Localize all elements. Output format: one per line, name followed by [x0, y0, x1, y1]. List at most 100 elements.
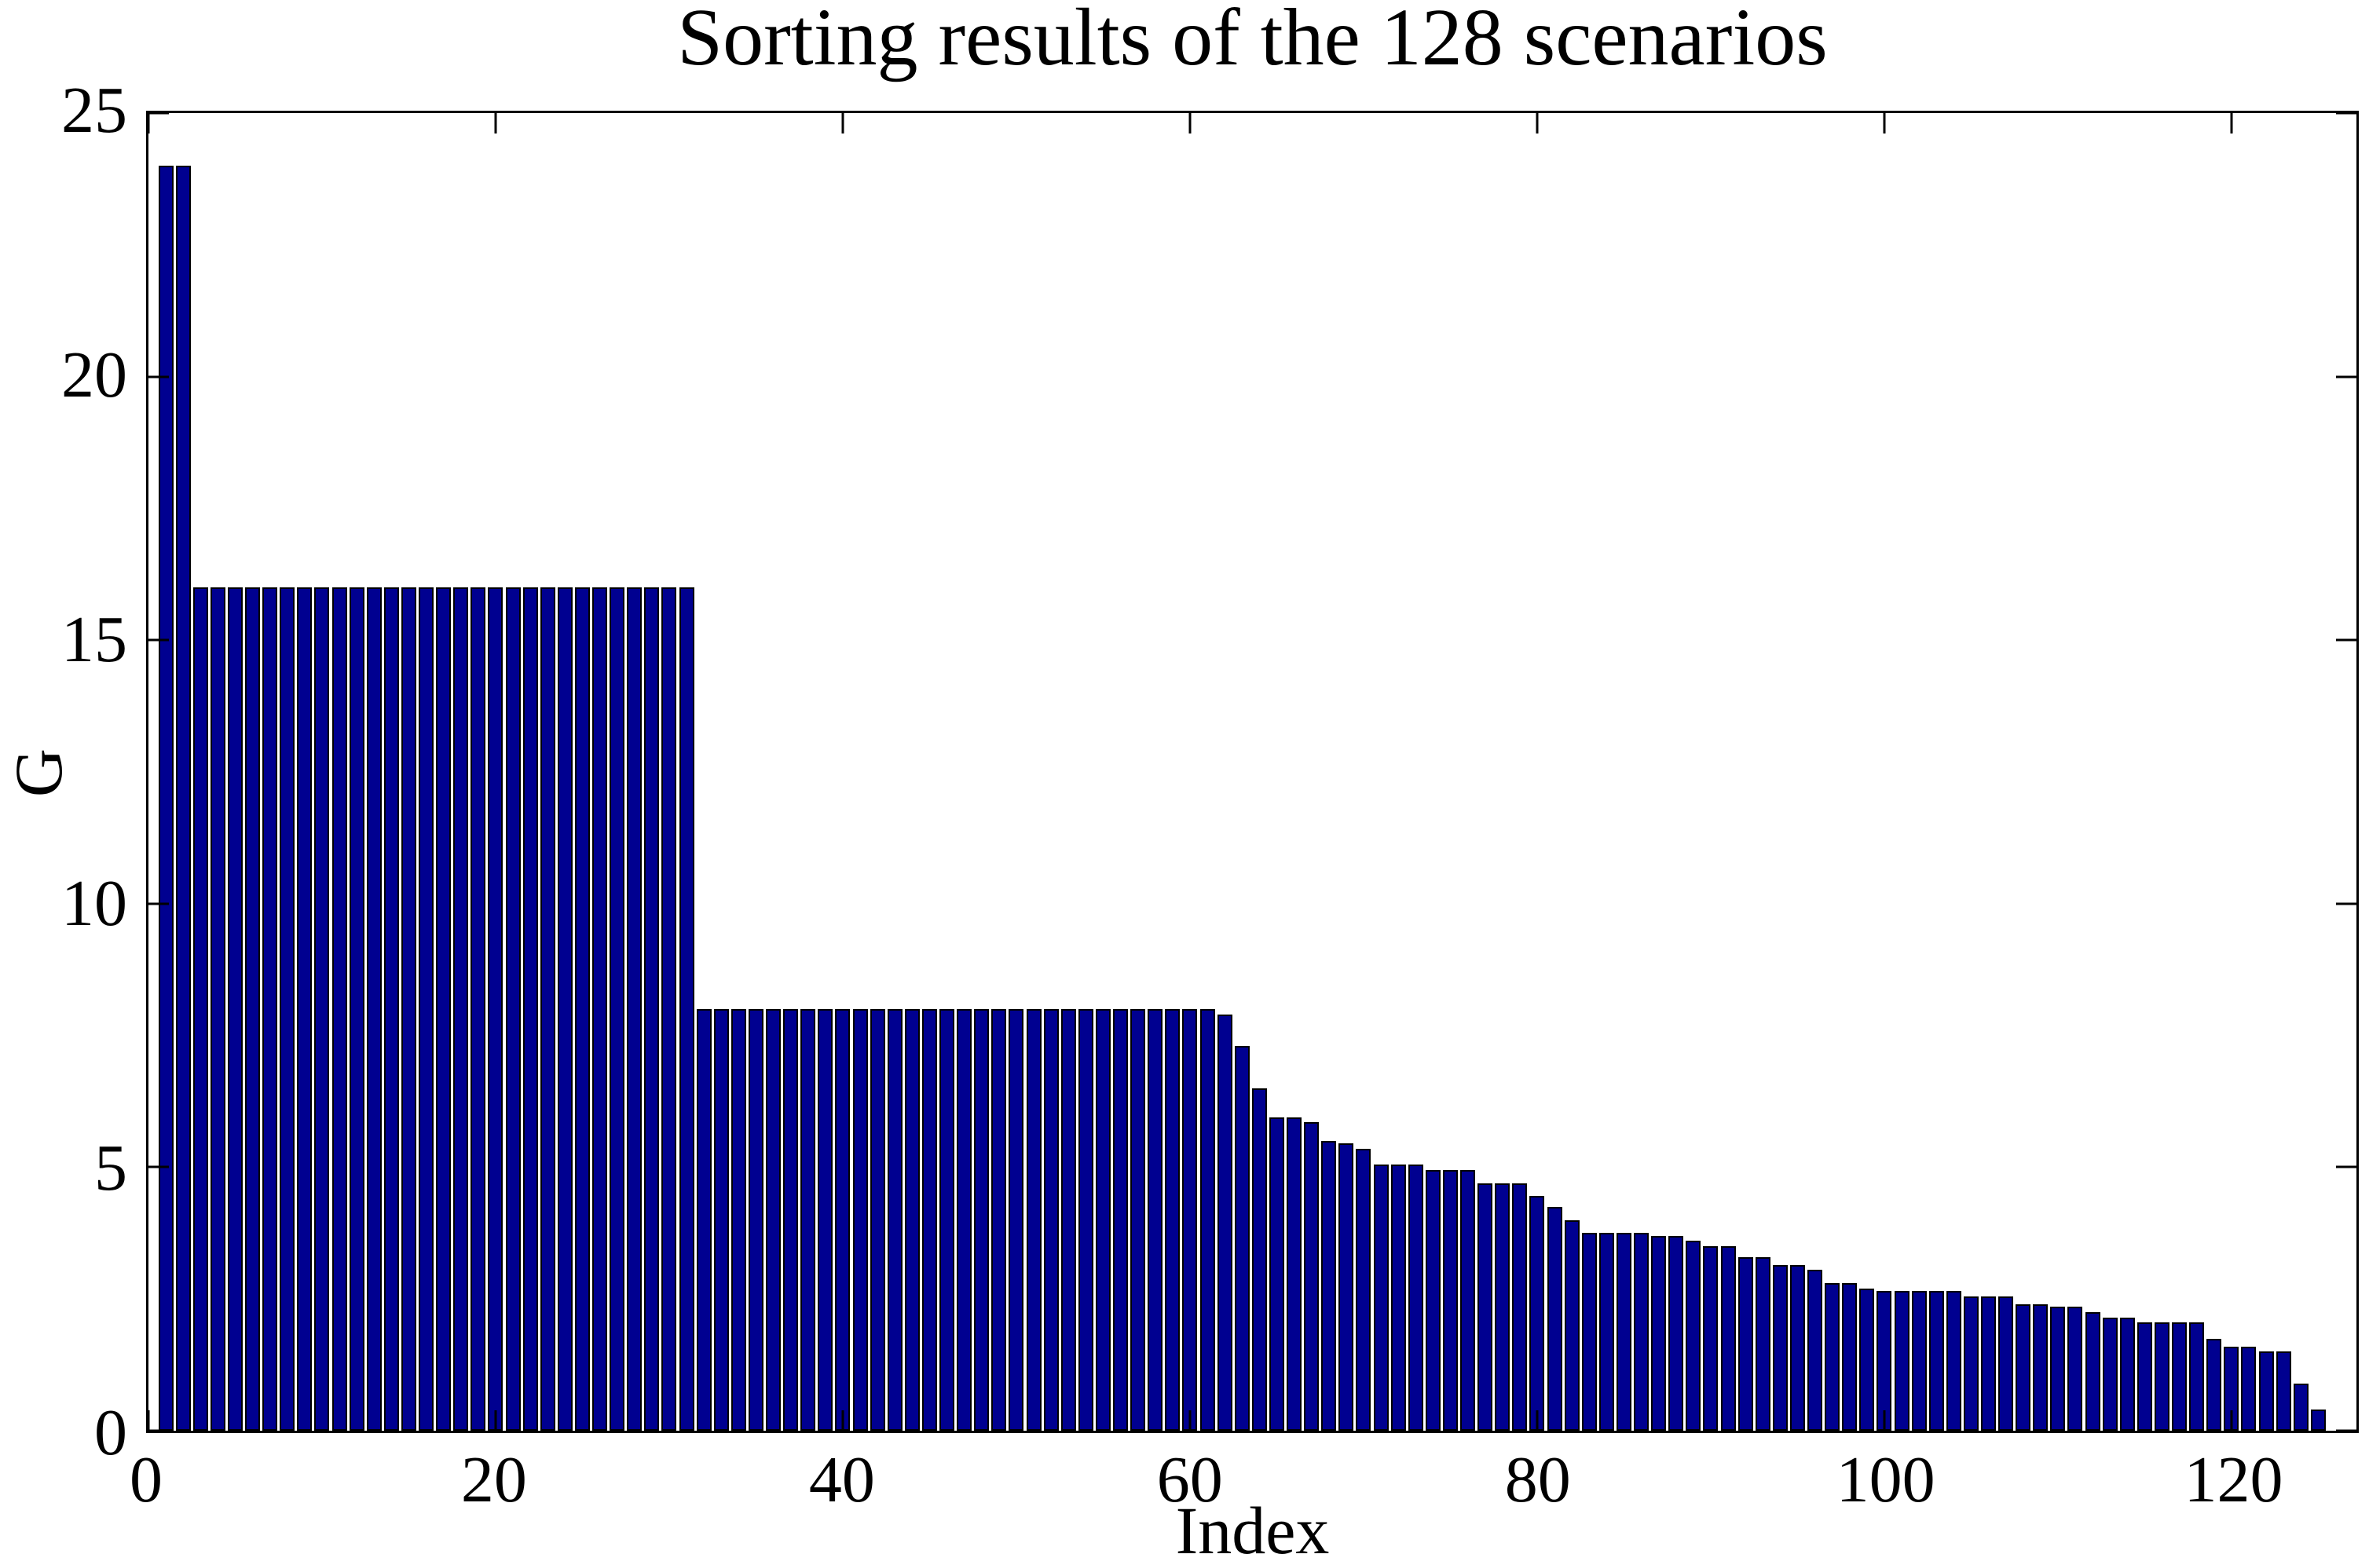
bar [557, 587, 573, 1431]
bar [1269, 1117, 1284, 1431]
bar [2258, 1351, 2274, 1431]
bar [1529, 1196, 1545, 1431]
bar [331, 587, 347, 1431]
bar [1755, 1256, 1770, 1431]
x-tick-label: 20 [460, 1443, 527, 1516]
bar [1304, 1122, 1320, 1431]
bar [1495, 1183, 1510, 1431]
bar [2293, 1383, 2309, 1431]
bar [1373, 1165, 1389, 1431]
bar [748, 1009, 763, 1431]
bar [1651, 1235, 1667, 1431]
bar [1460, 1169, 1476, 1431]
bar [1998, 1296, 2014, 1431]
bar [574, 587, 590, 1431]
bar [488, 587, 503, 1431]
bar [2310, 1410, 2326, 1431]
x-tick-bottom [2230, 1410, 2233, 1431]
bar [1130, 1009, 1146, 1431]
bar [1408, 1165, 1423, 1431]
bar [1842, 1283, 1858, 1431]
bar [1009, 1009, 1024, 1431]
y-tick-left [148, 375, 169, 378]
bar [1616, 1233, 1631, 1431]
bar [800, 1009, 816, 1431]
x-tick-bottom [494, 1410, 497, 1431]
y-tick-left [148, 638, 169, 642]
bar [1789, 1264, 1805, 1431]
bar [1148, 1009, 1163, 1431]
bar [2119, 1317, 2135, 1431]
bar [1165, 1009, 1181, 1431]
y-tick-left [148, 112, 169, 115]
bar [679, 587, 694, 1431]
bar [852, 1009, 868, 1431]
bar [1043, 1009, 1059, 1431]
bar [1477, 1183, 1493, 1431]
bar [297, 587, 313, 1431]
bar [1911, 1291, 1927, 1431]
bar [1581, 1233, 1597, 1431]
bar [471, 587, 486, 1431]
x-tick-top [1188, 113, 1192, 133]
y-axis-label: G [1, 748, 76, 798]
bar [887, 1009, 903, 1431]
x-tick-bottom [147, 1410, 150, 1431]
bar [627, 587, 643, 1431]
bar [1825, 1283, 1840, 1431]
bar [1980, 1296, 1996, 1431]
bar [383, 587, 399, 1431]
bar [1772, 1264, 1788, 1431]
bar [1512, 1183, 1528, 1431]
bar [974, 1009, 990, 1431]
x-tick-bottom [841, 1410, 844, 1431]
bar [1946, 1291, 1961, 1431]
bar [1199, 1009, 1215, 1431]
bar [1894, 1291, 1909, 1431]
y-tick-left [148, 902, 169, 905]
bar [1217, 1014, 1232, 1431]
bar [2137, 1322, 2152, 1431]
bar [1928, 1291, 1944, 1431]
bar [1807, 1270, 1822, 1431]
bar [419, 587, 434, 1431]
bar [2189, 1322, 2205, 1431]
bar [1251, 1088, 1267, 1431]
bar [1547, 1206, 1562, 1431]
bar [245, 587, 261, 1431]
x-tick-label: 80 [1504, 1443, 1571, 1516]
bar [870, 1009, 885, 1431]
bar [1686, 1241, 1701, 1431]
bar [2050, 1307, 2066, 1431]
bar [1737, 1256, 1753, 1431]
x-tick-label: 40 [808, 1443, 875, 1516]
x-tick-top [494, 113, 497, 133]
bar [1598, 1233, 1614, 1431]
bar [366, 587, 382, 1431]
bar [1668, 1235, 1684, 1431]
y-tick-right [2336, 112, 2356, 115]
bar [610, 587, 625, 1431]
bar [280, 587, 295, 1431]
bar [1095, 1009, 1111, 1431]
bar [661, 587, 677, 1431]
bar [210, 587, 225, 1431]
bar [2154, 1322, 2169, 1431]
bar [349, 587, 364, 1431]
y-tick-left [148, 1429, 169, 1432]
bar [1356, 1148, 1371, 1431]
x-tick-label: 0 [130, 1443, 163, 1516]
bar [2102, 1317, 2118, 1431]
y-tick-right [2336, 1429, 2356, 1432]
chart-title: Sorting results of the 128 scenarios [677, 0, 1828, 82]
bar [2241, 1346, 2257, 1431]
y-tick-right [2336, 638, 2356, 642]
x-tick-bottom [1188, 1410, 1192, 1431]
bar [766, 1009, 782, 1431]
bar [1720, 1246, 1736, 1431]
bar [1287, 1117, 1302, 1431]
x-tick-top [1883, 113, 1886, 133]
bar [175, 166, 191, 1431]
bar [783, 1009, 799, 1431]
bar [2206, 1338, 2222, 1431]
